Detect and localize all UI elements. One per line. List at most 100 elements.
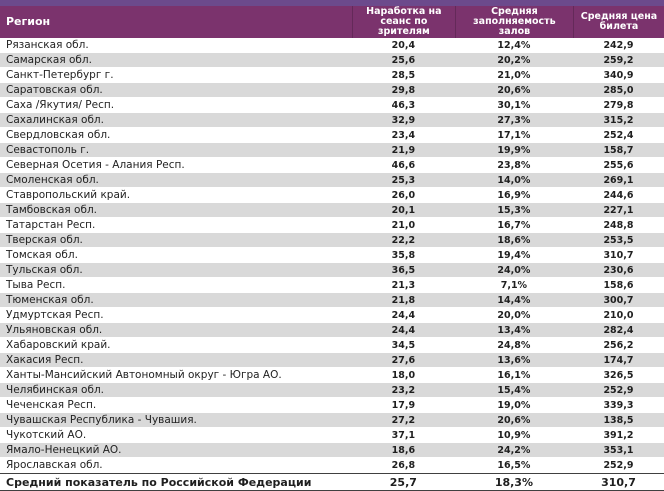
sessions-per-viewer-cell: 29,8 <box>391 84 416 96</box>
region-cell: Севастополь г. <box>6 144 90 156</box>
ticket-price-cell: 242,9 <box>603 39 634 51</box>
ticket-price-cell: 279,8 <box>603 99 634 111</box>
region-cell: Самарская обл. <box>6 54 92 66</box>
region-cell: Тюменская обл. <box>6 294 94 306</box>
table-row: Тыва Респ. 21,3 7,1% 158,6 <box>0 278 664 293</box>
sessions-per-viewer-cell: 28,5 <box>391 69 416 81</box>
ticket-price-cell: 340,9 <box>603 69 634 81</box>
region-cell: Северная Осетия - Алания Респ. <box>6 159 185 171</box>
region-cell: Татарстан Респ. <box>6 219 96 231</box>
ticket-price-cell: 230,6 <box>603 264 634 276</box>
occupancy-cell: 23,8% <box>497 159 531 171</box>
table-row: Челябинская обл. 23,2 15,4% 252,9 <box>0 383 664 398</box>
table-row: Тульская обл. 36,5 24,0% 230,6 <box>0 263 664 278</box>
occupancy-cell: 13,4% <box>497 324 531 336</box>
region-cell: Хакасия Респ. <box>6 354 84 366</box>
ticket-price-cell: 252,4 <box>603 129 634 141</box>
region-cell: Ульяновская обл. <box>6 324 103 336</box>
occupancy-cell: 18,6% <box>497 234 531 246</box>
occupancy-cell: 21,0% <box>497 69 531 81</box>
sessions-per-viewer-cell: 24,4 <box>391 309 416 321</box>
column-header-ticket-price: Средняя цена билета <box>573 6 664 38</box>
ticket-price-cell: 315,2 <box>603 114 634 126</box>
ticket-price-cell: 244,6 <box>603 189 634 201</box>
total-row-label: Средний показатель по Российской Федерац… <box>6 475 312 489</box>
occupancy-cell: 19,9% <box>497 144 531 156</box>
occupancy-cell: 19,4% <box>497 249 531 261</box>
sessions-per-viewer-cell: 35,8 <box>391 249 416 261</box>
sessions-per-viewer-cell: 46,6 <box>391 159 416 171</box>
table-row: Томская обл. 35,8 19,4% 310,7 <box>0 248 664 263</box>
ticket-price-cell: 282,4 <box>603 324 634 336</box>
table-row: Тверская обл. 22,2 18,6% 253,5 <box>0 233 664 248</box>
region-cell: Удмуртская Респ. <box>6 309 104 321</box>
ticket-price-cell: 253,5 <box>603 234 634 246</box>
table-row: Удмуртская Респ. 24,4 20,0% 210,0 <box>0 308 664 323</box>
sessions-per-viewer-cell: 27,2 <box>391 414 416 426</box>
table-row: Ямало-Ненецкий АО. 18,6 24,2% 353,1 <box>0 443 664 458</box>
ticket-price-cell: 256,2 <box>603 339 634 351</box>
occupancy-cell: 15,4% <box>497 384 531 396</box>
sessions-per-viewer-cell: 21,0 <box>391 219 416 231</box>
occupancy-cell: 24,8% <box>497 339 531 351</box>
sessions-per-viewer-cell: 21,3 <box>391 279 416 291</box>
occupancy-cell: 20,0% <box>497 309 531 321</box>
sessions-per-viewer-cell: 23,4 <box>391 129 416 141</box>
table-row: Санкт-Петербург г. 28,5 21,0% 340,9 <box>0 68 664 83</box>
region-cell: Сахалинская обл. <box>6 114 104 126</box>
region-cell: Тыва Респ. <box>6 279 66 291</box>
total-occupancy-value: 18,3% <box>494 475 533 489</box>
sessions-per-viewer-cell: 24,4 <box>391 324 416 336</box>
occupancy-cell: 30,1% <box>497 99 531 111</box>
table-row: Севастополь г. 21,9 19,9% 158,7 <box>0 143 664 158</box>
ticket-price-cell: 391,2 <box>603 429 634 441</box>
sessions-per-viewer-cell: 18,0 <box>391 369 416 381</box>
sessions-per-viewer-cell: 27,6 <box>391 354 416 366</box>
ticket-price-cell: 252,9 <box>603 384 634 396</box>
ticket-price-cell: 353,1 <box>603 444 634 456</box>
table-row: Самарская обл. 25,6 20,2% 259,2 <box>0 53 664 68</box>
table-row: Ханты-Мансийский Автономный округ - Югра… <box>0 368 664 383</box>
region-cell: Ханты-Мансийский Автономный округ - Югра… <box>6 369 282 381</box>
ticket-price-cell: 158,7 <box>603 144 634 156</box>
occupancy-cell: 16,9% <box>497 189 531 201</box>
table-row: Саратовская обл. 29,8 20,6% 285,0 <box>0 83 664 98</box>
region-cell: Чукотский АО. <box>6 429 87 441</box>
occupancy-cell: 17,1% <box>497 129 531 141</box>
region-cell: Челябинская обл. <box>6 384 105 396</box>
occupancy-cell: 7,1% <box>500 279 528 291</box>
ticket-price-cell: 174,7 <box>603 354 634 366</box>
sessions-per-viewer-cell: 26,8 <box>391 459 416 471</box>
sessions-per-viewer-cell: 21,9 <box>391 144 416 156</box>
ticket-price-cell: 210,0 <box>603 309 634 321</box>
sessions-per-viewer-cell: 25,3 <box>391 174 416 186</box>
region-cell: Тамбовская обл. <box>6 204 98 216</box>
table-row: Свердловская обл. 23,4 17,1% 252,4 <box>0 128 664 143</box>
occupancy-cell: 24,0% <box>497 264 531 276</box>
total-sessions-per-viewer-value: 25,7 <box>389 475 417 489</box>
occupancy-cell: 19,0% <box>497 399 531 411</box>
table-row: Чукотский АО. 37,1 10,9% 391,2 <box>0 428 664 443</box>
sessions-per-viewer-cell: 17,9 <box>391 399 416 411</box>
table-row: Чеченская Респ. 17,9 19,0% 339,3 <box>0 398 664 413</box>
occupancy-cell: 20,6% <box>497 414 531 426</box>
table-row: Тамбовская обл. 20,1 15,3% 227,1 <box>0 203 664 218</box>
occupancy-cell: 20,6% <box>497 84 531 96</box>
ticket-price-cell: 326,5 <box>603 369 634 381</box>
sessions-per-viewer-cell: 23,2 <box>391 384 416 396</box>
table-body: Рязанская обл. 20,4 12,4% 242,9 Самарска… <box>0 38 664 473</box>
sessions-per-viewer-cell: 46,3 <box>391 99 416 111</box>
occupancy-cell: 14,0% <box>497 174 531 186</box>
occupancy-cell: 24,2% <box>497 444 531 456</box>
sessions-per-viewer-cell: 20,4 <box>391 39 416 51</box>
ticket-price-cell: 310,7 <box>603 249 634 261</box>
region-cell: Чеченская Респ. <box>6 399 97 411</box>
region-cell: Хабаровский край. <box>6 339 111 351</box>
sessions-per-viewer-cell: 22,2 <box>391 234 416 246</box>
sessions-per-viewer-cell: 21,8 <box>391 294 416 306</box>
occupancy-cell: 16,5% <box>497 459 531 471</box>
ticket-price-cell: 300,7 <box>603 294 634 306</box>
column-header-region: Регион <box>6 15 51 29</box>
sessions-per-viewer-cell: 25,6 <box>391 54 416 66</box>
sessions-per-viewer-cell: 26,0 <box>391 189 416 201</box>
